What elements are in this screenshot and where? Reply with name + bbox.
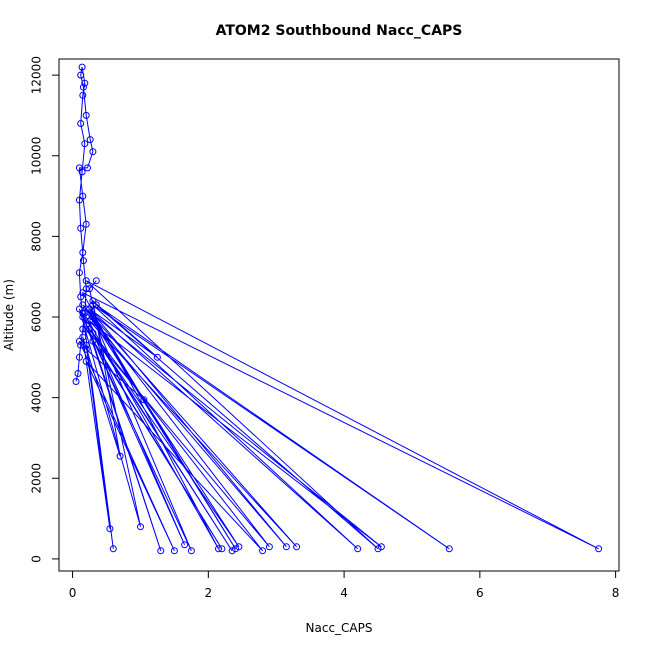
data-point (86, 305, 93, 313)
data-point (218, 545, 226, 553)
data-point (89, 317, 97, 325)
data-point (106, 525, 114, 533)
data-point (82, 313, 90, 321)
data-point (79, 257, 87, 265)
data-point (215, 545, 222, 553)
data-point (81, 140, 89, 148)
data-point (79, 333, 87, 341)
data-point (153, 353, 161, 361)
data-point (89, 301, 97, 309)
data-point (79, 91, 87, 99)
y-tick-label: 0 (30, 555, 44, 563)
data-point (86, 136, 94, 144)
data-point (89, 337, 97, 345)
data-point (109, 545, 117, 553)
data-point (75, 353, 83, 361)
data-point (89, 148, 97, 156)
data-point (75, 196, 83, 204)
x-axis: 0 2 4 6 8 (69, 570, 620, 600)
data-point (82, 285, 90, 293)
data-point (92, 277, 100, 285)
data-point (259, 547, 267, 555)
data-point (354, 545, 362, 553)
data-point (72, 378, 80, 385)
y-axis: 0 2000 4000 6000 8000 10000 12000 (30, 56, 60, 563)
y-axis-label: Altitude (m) (2, 279, 16, 351)
data-point (89, 297, 97, 305)
y-tick-label: 8000 (30, 221, 44, 252)
data-point (82, 220, 90, 228)
x-axis-label: Nacc_CAPS (306, 621, 373, 635)
plot-frame (58, 58, 620, 572)
data-point (595, 545, 603, 553)
data-point (77, 224, 85, 232)
data-point (75, 305, 83, 313)
data-point (140, 396, 148, 404)
x-tick-label: 4 (340, 586, 348, 600)
data-point (77, 71, 85, 79)
y-tick-label: 12000 (30, 56, 44, 94)
x-tick-label: 2 (205, 586, 213, 600)
data-point (157, 547, 165, 555)
data-point (79, 289, 87, 297)
data-point (187, 547, 195, 555)
data-point (82, 111, 90, 119)
data-point (84, 164, 91, 172)
data-point (445, 545, 453, 553)
data-point (116, 452, 124, 460)
data-point (86, 325, 93, 333)
data-point (75, 269, 83, 277)
x-tick-label: 0 (69, 586, 77, 600)
data-point (82, 277, 90, 285)
y-tick-label: 10000 (30, 137, 44, 175)
data-point (137, 523, 144, 531)
data-point (82, 357, 90, 365)
data-point (377, 543, 385, 551)
data-point (78, 63, 86, 71)
plot-area (72, 63, 603, 555)
data-point (79, 83, 87, 91)
data-point (282, 543, 290, 551)
y-tick-label: 2000 (30, 463, 44, 494)
chart-title: ATOM2 Southbound Nacc_CAPS (216, 23, 463, 39)
data-point (82, 345, 90, 353)
data-point (265, 543, 273, 551)
data-point (228, 547, 236, 555)
data-point (235, 543, 243, 551)
data-point (82, 305, 90, 313)
data-point (79, 301, 87, 309)
data-point (374, 545, 382, 553)
data-point (77, 120, 85, 127)
x-tick-label: 8 (612, 586, 620, 600)
data-point (81, 79, 89, 87)
data-point (181, 541, 189, 549)
data-point (81, 309, 89, 317)
data-point (79, 309, 87, 317)
data-point (293, 543, 301, 551)
data-point (79, 192, 87, 200)
data-point (92, 301, 100, 309)
y-tick-label: 6000 (30, 302, 44, 333)
data-point (75, 337, 83, 345)
x-tick-label: 6 (476, 586, 484, 600)
y-tick-label: 4000 (30, 382, 44, 413)
data-point (82, 325, 90, 333)
data-point (86, 285, 93, 293)
series-line (75, 67, 599, 552)
data-point (170, 547, 178, 555)
data-point (75, 164, 83, 172)
data-point (79, 325, 87, 333)
data-point (89, 329, 97, 337)
data-point (79, 249, 87, 256)
data-point (77, 293, 85, 301)
data-point (79, 313, 87, 321)
data-point (89, 313, 97, 321)
data-point (82, 341, 90, 349)
data-point (232, 545, 239, 553)
data-point (74, 370, 82, 377)
